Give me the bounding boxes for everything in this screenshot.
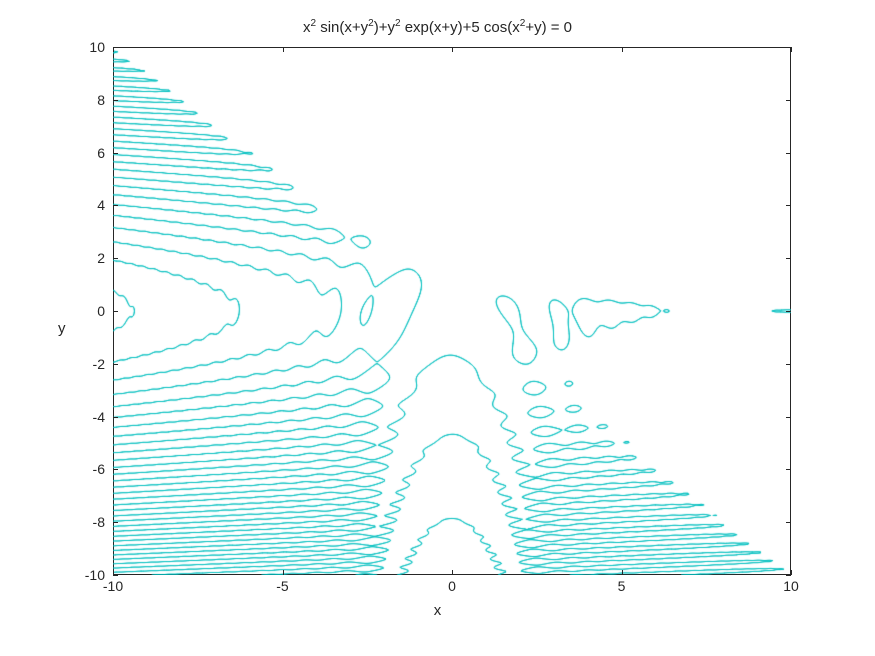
y-tick: [113, 417, 118, 418]
x-tick: [791, 47, 792, 52]
y-tick-label: 6: [97, 145, 105, 161]
y-tick: [113, 311, 118, 312]
y-tick-label: 0: [97, 303, 105, 319]
y-tick: [786, 417, 791, 418]
x-tick: [283, 570, 284, 575]
x-tick: [452, 47, 453, 52]
x-tick-label: -5: [276, 578, 288, 594]
y-tick: [113, 522, 118, 523]
y-tick: [786, 205, 791, 206]
y-tick-label: -10: [85, 567, 105, 583]
x-tick: [283, 47, 284, 52]
y-tick: [113, 469, 118, 470]
x-tick-label: 5: [618, 578, 626, 594]
y-tick: [113, 153, 118, 154]
figure: x2 sin(x+y2)+y2 exp(x+y)+5 cos(x2+y) = 0…: [0, 0, 875, 656]
x-tick-label: -10: [103, 578, 123, 594]
x-tick-label: 0: [448, 578, 456, 594]
y-tick: [113, 258, 118, 259]
x-tick: [622, 47, 623, 52]
y-tick: [786, 469, 791, 470]
y-tick: [113, 205, 118, 206]
y-tick-label: -2: [93, 356, 105, 372]
y-tick-label: 10: [89, 39, 105, 55]
y-tick: [113, 575, 118, 576]
x-axis-label-text: x: [434, 602, 442, 619]
y-tick-label: 8: [97, 92, 105, 108]
x-tick: [452, 570, 453, 575]
y-tick-label: 4: [97, 197, 105, 213]
y-tick: [786, 258, 791, 259]
contour-plot: [113, 47, 791, 575]
y-tick-label: -6: [93, 461, 105, 477]
y-tick: [786, 100, 791, 101]
y-tick: [113, 364, 118, 365]
x-tick: [622, 570, 623, 575]
x-tick: [791, 570, 792, 575]
y-axis-label: y: [58, 0, 66, 656]
y-tick: [786, 153, 791, 154]
y-tick: [113, 47, 118, 48]
chart-title: x2 sin(x+y2)+y2 exp(x+y)+5 cos(x2+y) = 0: [0, 18, 875, 36]
x-tick-label: 10: [783, 578, 799, 594]
y-tick: [786, 47, 791, 48]
y-tick: [786, 575, 791, 576]
y-tick: [113, 100, 118, 101]
y-tick: [786, 364, 791, 365]
y-axis-label-text: y: [58, 320, 66, 337]
y-tick-label: -8: [93, 514, 105, 530]
y-tick: [786, 522, 791, 523]
y-tick-label: -4: [93, 409, 105, 425]
y-tick: [786, 311, 791, 312]
x-axis-label: x: [0, 602, 875, 619]
y-tick-label: 2: [97, 250, 105, 266]
